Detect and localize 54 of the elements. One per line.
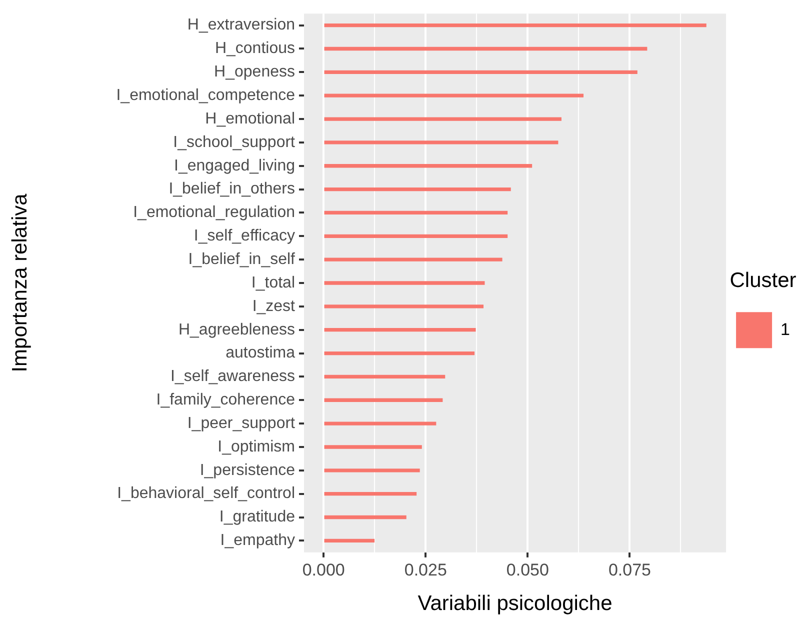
y-tick-label: I_belief_in_others (168, 180, 295, 198)
y-tick-label: I_optimism (218, 438, 295, 456)
legend-title: Cluster (730, 269, 796, 292)
bar (324, 234, 508, 238)
y-tick-label: I_behavioral_self_control (117, 485, 295, 502)
y-tick-label: I_emotional_competence (116, 87, 296, 104)
y-tick-label: I_persistence (200, 462, 296, 479)
y-tick-label: H_openess (214, 64, 295, 81)
bar (324, 468, 420, 472)
y-tick-label: I_belief_in_self (188, 250, 296, 268)
bar (324, 281, 485, 285)
y-axis-title: Importanza relativa (8, 193, 32, 372)
x-tick-label: 0.025 (404, 560, 447, 580)
y-tick-label: I_empathy (220, 532, 295, 550)
bar (324, 374, 446, 379)
bar (324, 445, 422, 449)
y-tick-label: H_agreebleness (178, 321, 295, 338)
y-tick-label: I_gratitude (219, 508, 296, 526)
bar (324, 538, 375, 543)
x-tick-label: 0.075 (608, 560, 651, 580)
y-tick-label: I_school_support (173, 134, 296, 151)
y-tick-label: I_self_awareness (170, 368, 295, 386)
bar (324, 328, 476, 332)
bar (324, 398, 443, 402)
bar (324, 23, 706, 28)
bar (324, 210, 508, 215)
y-tick-label: I_peer_support (187, 414, 296, 432)
bar (324, 46, 648, 51)
bar (324, 258, 502, 262)
bar (324, 117, 562, 121)
bar (324, 140, 558, 144)
y-tick-label: I_self_efficacy (194, 228, 295, 245)
bar (324, 70, 638, 74)
y-tick-label: H_extraversion (187, 16, 295, 34)
bar (324, 422, 436, 426)
text: 0.000 (302, 560, 345, 580)
x-tick-label: 0.050 (506, 560, 549, 580)
bar (324, 187, 511, 192)
y-tick-label: I_zest (252, 298, 296, 315)
bar (324, 351, 475, 356)
y-tick-label: autostima (226, 344, 296, 362)
bar (324, 94, 584, 98)
y-tick-label: H_contious (214, 40, 295, 58)
y-tick-label: H_emotional (205, 110, 295, 128)
bar (324, 492, 417, 496)
y-tick-label: I_family_coherence (156, 392, 296, 409)
bar (324, 164, 532, 168)
bar (324, 304, 484, 308)
y-tick-label: I_engaged_living (174, 157, 295, 174)
legend-label: 1 (780, 320, 790, 339)
y-tick-label: I_total (251, 274, 295, 292)
bar (324, 515, 406, 520)
y-tick-label: I_emotional_regulation (133, 204, 295, 222)
x-axis-title: Variabili psicologiche (418, 592, 612, 616)
